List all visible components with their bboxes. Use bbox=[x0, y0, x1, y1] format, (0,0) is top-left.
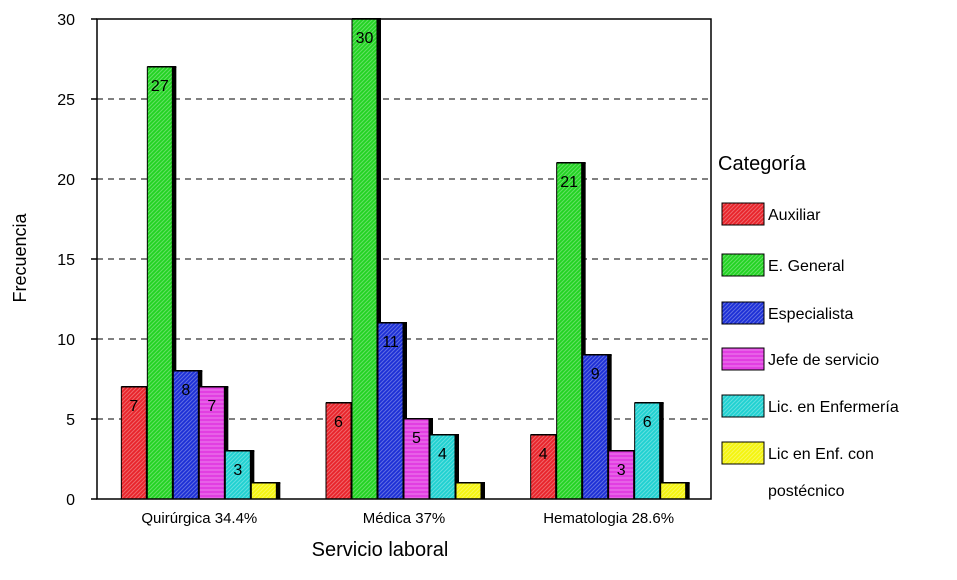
data-label: 8 bbox=[181, 382, 190, 399]
legend-item-jefe-de-servicio: Jefe de servicio bbox=[721, 347, 879, 371]
data-label: 7 bbox=[207, 398, 216, 415]
data-label: 9 bbox=[591, 366, 600, 383]
bar-e-general-2 bbox=[351, 18, 381, 500]
legend-swatch bbox=[721, 394, 765, 418]
legend-label: Jefe de servicio bbox=[768, 352, 879, 369]
data-label: 3 bbox=[233, 462, 242, 479]
y-tick-label: 30 bbox=[57, 12, 75, 29]
legend-swatch bbox=[721, 347, 765, 371]
bar-lic-en-enfermeria-3 bbox=[634, 402, 664, 500]
bar-lic-en-enfermeria-2 bbox=[429, 434, 459, 500]
legend-item-lic-en-enf-con-postecnico: Lic en Enf. con postécnico bbox=[721, 441, 874, 500]
legend-item-especialista: Especialista bbox=[721, 301, 853, 325]
x-tick-label: Médica 37% bbox=[363, 510, 446, 527]
legend-item-lic-en-enfermeria: Lic. en Enfermería bbox=[721, 394, 899, 418]
axes: 0 5 10 15 20 25 30 Quirúrgica 34.4% Médica 37% He… bbox=[57, 12, 712, 527]
x-tick-label: Quirúrgica 34.4% bbox=[141, 510, 257, 527]
y-tick-label: 25 bbox=[57, 92, 75, 109]
data-label: 27 bbox=[151, 78, 169, 95]
data-label: 11 bbox=[382, 334, 399, 351]
legend-label: postécnico bbox=[768, 483, 845, 500]
data-label: 6 bbox=[334, 414, 343, 431]
data-label: 21 bbox=[560, 174, 578, 191]
y-axis-title: Frecuencia bbox=[10, 212, 30, 302]
legend-swatch bbox=[721, 301, 765, 325]
data-label: 4 bbox=[539, 446, 548, 463]
data-label: 4 bbox=[438, 446, 447, 463]
legend-label: E. General bbox=[768, 258, 844, 275]
legend-item-e-general: E. General bbox=[721, 253, 844, 277]
y-tick-label: 5 bbox=[66, 412, 75, 429]
legend-label: Lic en Enf. con bbox=[768, 446, 874, 463]
legend-label: Lic. en Enfermería bbox=[768, 399, 899, 416]
legend-swatch bbox=[721, 441, 765, 465]
bar-lic-en-enf-con-postecnico-2 bbox=[455, 482, 485, 500]
data-label: 6 bbox=[643, 414, 652, 431]
x-axis-title: Servicio laboral bbox=[312, 539, 449, 561]
legend-swatch bbox=[721, 202, 765, 226]
bar-e-general-3 bbox=[556, 162, 586, 500]
legend-swatch bbox=[721, 253, 765, 277]
x-tick-label: Hematologia 28.6% bbox=[543, 510, 674, 527]
legend-item-auxiliar: Auxiliar bbox=[721, 202, 821, 226]
data-label: 3 bbox=[617, 462, 626, 479]
data-label: 30 bbox=[356, 30, 374, 47]
data-label: 7 bbox=[129, 398, 138, 415]
bar-lic-en-enf-con-postecnico-3 bbox=[660, 482, 690, 500]
legend-label: Auxiliar bbox=[768, 207, 821, 224]
plot-frame bbox=[96, 18, 712, 500]
y-tick-label: 0 bbox=[66, 492, 75, 509]
legend-label: Especialista bbox=[768, 306, 853, 323]
bars bbox=[120, 18, 690, 500]
bar-lic-en-enf-con-postecnico-1 bbox=[250, 482, 281, 500]
y-tick-label: 10 bbox=[57, 332, 75, 349]
data-label: 5 bbox=[412, 430, 421, 447]
legend-title: Categoría bbox=[718, 153, 807, 175]
bar-e-general-1 bbox=[146, 66, 177, 500]
legend: Auxiliar E. General Especialista Jefe de se… bbox=[721, 202, 899, 500]
bar-auxiliar-3 bbox=[530, 434, 560, 500]
y-tick-label: 20 bbox=[57, 172, 75, 189]
y-tick-label: 15 bbox=[57, 252, 75, 269]
